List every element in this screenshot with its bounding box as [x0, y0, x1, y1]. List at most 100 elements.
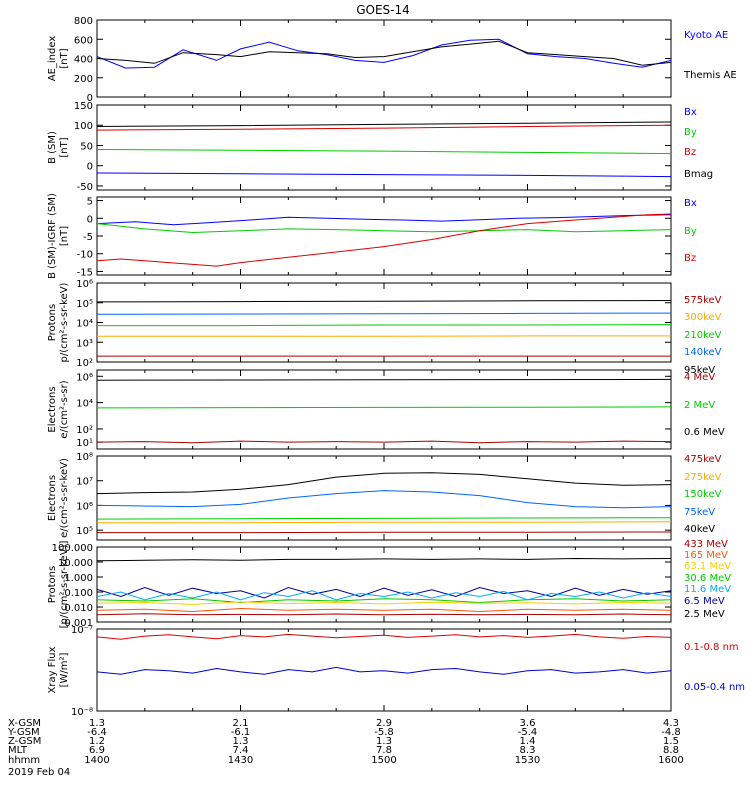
legend-entry: By [684, 226, 697, 237]
y-tick-label: -50 [77, 182, 93, 193]
series-line-4-mev [97, 440, 671, 444]
ephemeris-row-label: X-GSM [8, 718, 41, 729]
y-axis-label: [nT] [59, 48, 70, 68]
ephemeris-value: 1.4 [520, 736, 536, 747]
legend-entry: 63.1 MeV [684, 561, 731, 572]
y-tick-label: 10³ [76, 338, 93, 349]
legend-entry: Themis AE [683, 70, 737, 81]
panel-frame [96, 369, 672, 450]
ephemeris-value: 1.2 [89, 736, 105, 747]
y-axis-label: B (SM)-IGRF (SM) [47, 193, 58, 279]
y-axis-label: Xray Flux [47, 646, 58, 693]
ephemeris-value: 1500 [371, 755, 396, 766]
y-axis-label: [W/m²] [59, 652, 70, 687]
y-tick-label: -10 [77, 250, 93, 261]
panel-frame [96, 282, 672, 363]
y-tick-label: 10⁸ [76, 452, 93, 463]
y-tick-label: 10⁵ [76, 526, 93, 537]
legend-entry: 275keV [684, 472, 722, 483]
y-tick-label: 150 [74, 101, 93, 112]
y-tick-label: 800 [74, 16, 93, 27]
legend-entry: 4 MeV [684, 372, 715, 383]
y-tick-label: 10² [76, 425, 93, 436]
legend-entry: 575keV [684, 295, 722, 306]
ephemeris-value: 7.4 [233, 745, 249, 756]
y-axis-label: Electrons [47, 475, 58, 521]
series-line-75kev [97, 490, 671, 509]
ephemeris-value: 1.3 [376, 736, 392, 747]
y-axis-label: e/(cm²-s-sr-keV) [59, 458, 70, 538]
series-line-bx [97, 172, 671, 178]
chart-title: GOES-14 [356, 3, 410, 17]
legend-entry: 0.05-0.4 nm [684, 682, 745, 693]
ephemeris-value: 1430 [228, 755, 253, 766]
date-label: 2019 Feb 04 [8, 767, 70, 778]
ephemeris-value: -5.4 [518, 727, 538, 738]
series-line-275kev [97, 521, 671, 524]
legend-entry: 150keV [684, 489, 722, 500]
legend-entry: Bx [684, 107, 697, 118]
legend-entry: Kyoto AE [684, 30, 728, 41]
series-line-165-mev [97, 607, 671, 613]
y-axis-label: Protons [47, 304, 58, 341]
ephemeris-value: 1400 [84, 755, 109, 766]
series-line-2-mev [97, 406, 671, 409]
legend-entry: 40keV [684, 524, 715, 535]
ephemeris-value: 1.3 [233, 736, 249, 747]
ephemeris-value: -6.4 [87, 727, 107, 738]
series-line-bx [97, 214, 671, 226]
ephemeris-table: X-GSMY-GSMZ-GSMMLThhmm1.3-6.41.26.914002… [7, 718, 684, 766]
legend-entry: 2 MeV [684, 400, 715, 411]
ephemeris-row-label: Z-GSM [8, 736, 41, 747]
series-line-0-1-0-8-nm [97, 633, 671, 640]
y-axis-label: Electrons [47, 386, 58, 432]
legend-entry: By [684, 127, 697, 138]
y-tick-label: 0 [87, 214, 93, 225]
y-tick-label: 1.000 [64, 573, 93, 584]
legend-entry: 475keV [684, 454, 722, 465]
y-tick-label: 0 [87, 93, 93, 104]
ephemeris-value: 2.1 [233, 718, 249, 729]
y-tick-label: 400 [74, 55, 93, 66]
series-line-150kev [97, 517, 671, 520]
y-axis-label: [nT] [59, 137, 70, 157]
y-tick-label: 0.100 [64, 588, 93, 599]
y-axis-label: AE_index [47, 36, 58, 82]
ephemeris-value: 8.8 [663, 745, 679, 756]
panel-bsm: -50 0 50 100 150 B (SM) [nT] Bx By Bz Bmag [47, 101, 713, 193]
legend-entry: 0.1-0.8 nm [684, 642, 739, 653]
series-line-themis-ae [97, 40, 671, 66]
series-line-0-05-0-4-nm [97, 666, 671, 675]
legend-entry: 165 MeV [684, 550, 728, 561]
ephemeris-value: -4.8 [661, 727, 681, 738]
panel-frame [96, 628, 672, 712]
legend-entry: 95keV [684, 365, 715, 376]
y-axis-label: [p/(cm²-s-sr-keV)] [59, 541, 70, 629]
legend-entry: 30.6 MeV [684, 573, 731, 584]
ephemeris-value: 8.3 [520, 745, 536, 756]
y-axis-label: e/(cm²-s-sr) [59, 380, 70, 438]
y-tick-label: 50 [80, 141, 93, 152]
y-tick-label: 10.000 [58, 558, 93, 569]
ephemeris-value: 6.9 [89, 745, 105, 756]
legend-entry: 433 MeV [684, 539, 728, 550]
legend-entry: 2.5 MeV [684, 609, 725, 620]
series-line-63-1-mev [97, 601, 671, 605]
y-tick-label: 600 [74, 35, 93, 46]
y-tick-label: 10⁴ [76, 319, 93, 330]
y-tick-label: 10⁵ [76, 299, 93, 310]
series-line-by [97, 149, 671, 155]
ephemeris-value: 3.6 [520, 718, 536, 729]
y-tick-label: -15 [77, 267, 93, 278]
series-line-2-5-mev [97, 557, 671, 562]
ephemeris-value: 1.5 [663, 736, 679, 747]
y-tick-label: 10⁷ [76, 477, 93, 488]
ephemeris-row-label: Y-GSM [7, 727, 40, 738]
panel-protons_mev: 0.001 0.010 0.100 1.000 10.000 100.000 Protons… [47, 539, 731, 629]
series-line-140kev [97, 312, 671, 315]
y-tick-label: 0.001 [64, 618, 93, 629]
y-tick-label: -5 [83, 232, 93, 243]
y-tick-label: 200 [74, 74, 93, 85]
y-tick-label: 10⁴ [76, 399, 93, 410]
